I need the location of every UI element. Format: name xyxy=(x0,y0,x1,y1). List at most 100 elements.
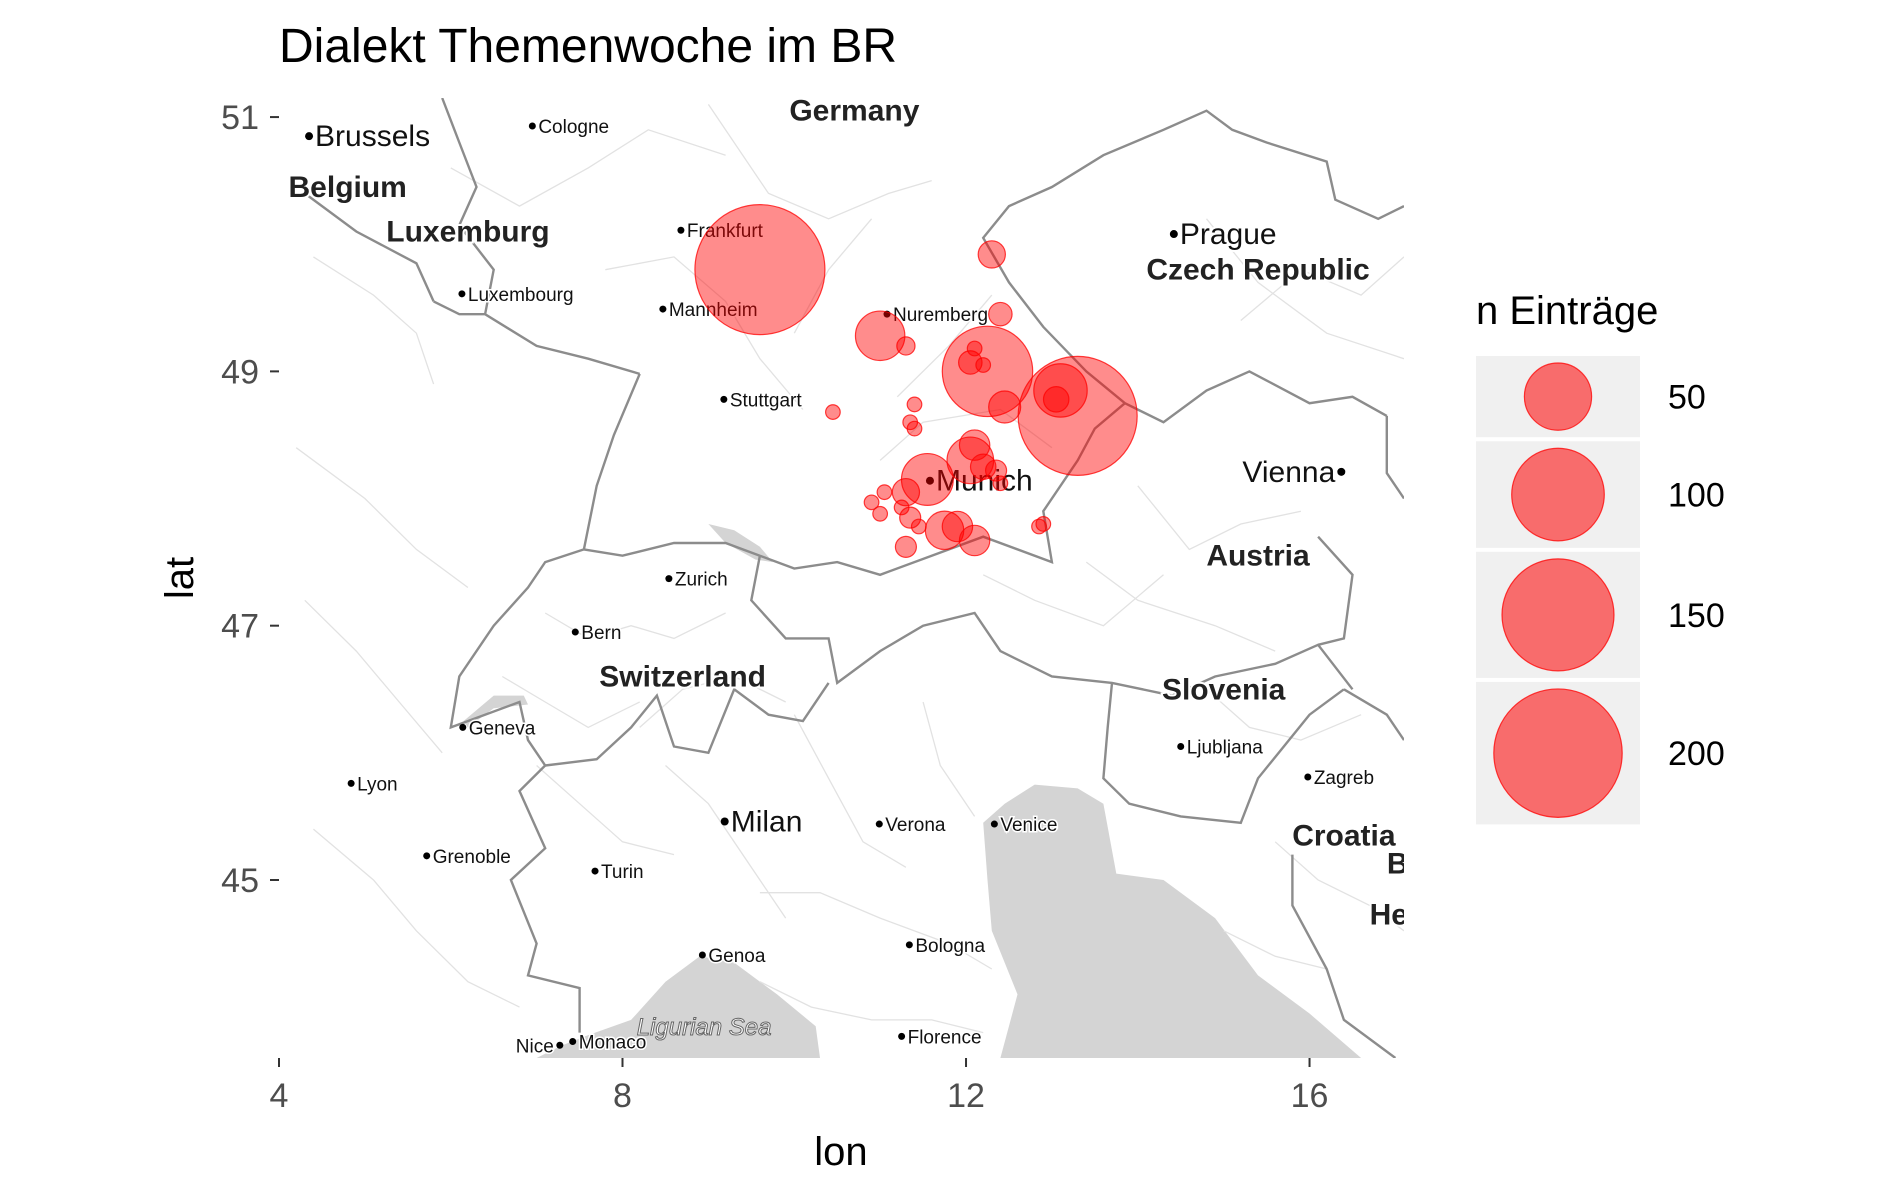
city-dot xyxy=(659,305,667,313)
country-label: Czech Republic xyxy=(1146,254,1369,287)
basemap-water xyxy=(463,524,1362,1058)
data-point xyxy=(1035,516,1052,532)
region-border xyxy=(304,599,443,754)
city-dot xyxy=(898,1032,906,1040)
country-border xyxy=(1317,535,1354,646)
city-label: Turin xyxy=(601,862,644,883)
legend-key-label: 200 xyxy=(1668,735,1725,773)
country-label: Austria xyxy=(1206,540,1310,573)
region-border xyxy=(759,892,993,970)
data-points xyxy=(694,204,1138,558)
city-label: Monaco xyxy=(579,1032,647,1053)
city-label: Zurich xyxy=(675,570,728,591)
y-tick-label: 45 xyxy=(221,862,259,900)
city-dot xyxy=(1177,742,1185,750)
region-border xyxy=(793,714,907,868)
city-dot xyxy=(591,867,599,875)
data-point xyxy=(910,518,927,535)
legend-key-bubble xyxy=(1493,688,1623,818)
country-border xyxy=(1124,370,1388,424)
city-label: Grenoble xyxy=(433,847,511,868)
region-border xyxy=(312,828,520,1008)
region-border xyxy=(1206,688,1362,741)
city-dot xyxy=(905,941,913,949)
city-label: Nice xyxy=(516,1036,554,1057)
data-point xyxy=(988,390,1022,424)
water-label: Ligurian Sea xyxy=(637,1014,772,1041)
legend-keys: 50 100 150 200 xyxy=(1476,356,1725,825)
city-label: Venice xyxy=(1000,815,1057,836)
city-label: Ljubljana xyxy=(1187,737,1263,758)
country-border xyxy=(750,555,1354,697)
basemap-country-borders xyxy=(304,98,1404,1058)
region-border xyxy=(922,701,976,817)
city-dot xyxy=(925,476,934,485)
data-point xyxy=(992,475,1009,492)
data-point xyxy=(977,240,1006,269)
region-border xyxy=(605,256,804,410)
region-border xyxy=(1137,485,1302,551)
region-border xyxy=(450,129,726,207)
region-border xyxy=(1223,930,1327,970)
legend-key-bubble xyxy=(1523,362,1593,431)
country-border xyxy=(433,300,641,376)
y-axis-title: lat xyxy=(158,557,202,599)
data-point xyxy=(872,505,889,522)
adriatic-sea xyxy=(983,784,1362,1058)
city-dot xyxy=(423,852,431,860)
region-border xyxy=(879,408,1053,461)
city-label: Bologna xyxy=(915,936,985,957)
city-dot xyxy=(1169,230,1178,239)
data-point xyxy=(941,510,974,543)
basemap-region-borders xyxy=(295,104,1404,1034)
size-legend: n Einträge 50 100 150 200 xyxy=(1476,289,1725,825)
city-label: Cologne xyxy=(538,117,609,138)
data-point xyxy=(1031,518,1047,535)
x-tick-label: 12 xyxy=(947,1077,985,1115)
city-label: Brussels xyxy=(315,120,430,153)
city-dot xyxy=(458,290,466,298)
country-label-partial: B xyxy=(1387,848,1409,881)
city-dot xyxy=(665,575,673,583)
x-tick-label: 8 xyxy=(613,1077,632,1115)
x-axis: 4 8 12 16 xyxy=(270,1058,1329,1115)
region-border xyxy=(759,981,984,1034)
x-tick-label: 16 xyxy=(1291,1077,1329,1115)
data-point xyxy=(1033,363,1088,418)
country-border xyxy=(509,764,581,1033)
country-border xyxy=(759,402,1126,577)
region-border xyxy=(501,675,640,729)
city-label: Luxembourg xyxy=(468,285,574,306)
data-point xyxy=(906,420,923,437)
region-border xyxy=(793,218,873,334)
data-point xyxy=(906,396,923,413)
city-dot xyxy=(556,1041,564,1049)
city-dot xyxy=(698,951,706,959)
region-border xyxy=(1085,561,1276,652)
city-label: Verona xyxy=(885,815,946,836)
city-label: Geneva xyxy=(469,718,536,739)
country-border xyxy=(441,98,495,315)
chart-title: Dialekt Themenwoche im BR xyxy=(279,20,897,73)
region-border xyxy=(295,447,469,589)
region-border xyxy=(1274,841,1404,932)
region-border xyxy=(1205,218,1404,360)
y-tick-label: 51 xyxy=(221,99,259,137)
city-label: Zagreb xyxy=(1314,768,1374,789)
data-point xyxy=(694,204,826,336)
city-label: Nuremberg xyxy=(893,305,988,326)
country-border xyxy=(1343,688,1404,741)
data-point xyxy=(975,357,992,373)
ligurian-sea xyxy=(536,956,820,1058)
region-border xyxy=(1240,256,1404,321)
city-dot xyxy=(528,122,536,130)
country-border xyxy=(583,541,761,557)
region-border xyxy=(896,294,993,398)
city-label: Vienna xyxy=(1242,456,1335,489)
y-tick-label: 49 xyxy=(221,353,259,391)
country-label: Belgium xyxy=(289,171,407,204)
x-tick-label: 4 xyxy=(270,1077,289,1115)
legend-key-label: 150 xyxy=(1668,597,1725,635)
country-label: Slovenia xyxy=(1162,673,1286,706)
